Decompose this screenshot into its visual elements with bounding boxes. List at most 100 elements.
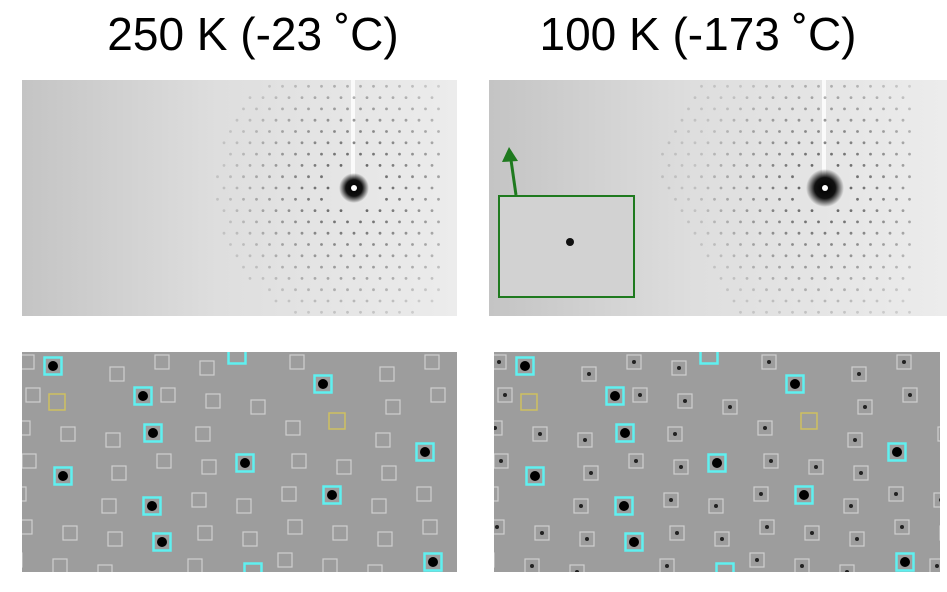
diffraction-spot [784,231,788,235]
diffraction-spot [301,74,304,77]
diffraction-spot [430,277,434,280]
diffraction-spot [713,130,716,133]
diffraction-spot [836,231,840,235]
predicted-spot-box [424,354,440,370]
weak-spot [589,471,593,475]
diffraction-spot [333,84,336,88]
diffraction-spot [908,175,911,179]
diffraction-spot [229,130,232,133]
diffraction-spot [901,231,905,235]
diffraction-spot [908,265,911,269]
diffraction-spot [719,254,723,258]
diffraction-spot [333,243,336,246]
diffraction-spot [255,107,258,111]
diffraction-spot [719,96,723,99]
diffraction-spot [882,197,885,201]
diffraction-spot [849,164,853,167]
diffraction-spot [901,299,905,303]
diffraction-spot [784,254,788,258]
weak-spot [859,471,863,475]
predicted-spot-box [763,453,779,469]
diffraction-spot [242,265,245,269]
diffraction-spot [437,265,440,269]
predicted-spot-box [472,460,486,474]
diffraction-spot [758,299,762,303]
diffraction-spot [875,231,879,235]
predicted-spot-box [759,519,775,535]
diffraction-spot [726,265,729,269]
diffraction-spot [752,265,755,269]
diffraction-spot [417,96,421,99]
arrow-head [502,147,518,162]
weak-spot [587,372,591,376]
diffraction-spot [378,254,382,258]
diffraction-spot [417,299,421,303]
diffraction-spot [430,299,434,303]
diffraction-spot [765,310,768,314]
diffraction-spot [372,152,375,156]
diffraction-spot [856,288,859,292]
diffraction-spot [229,152,232,156]
weak-spot [769,459,773,463]
strong-spot [318,379,328,389]
diffraction-spot [411,84,414,88]
diffraction-spot [300,231,304,235]
diffraction-spot [417,164,421,167]
diffraction-spot [875,96,879,99]
weak-spot [800,564,804,568]
diffraction-spot [287,186,291,190]
diffraction-spot [222,186,226,190]
diffraction-spot [385,243,388,246]
diffraction-spot [713,152,716,156]
diffraction-spot [732,231,736,235]
diffraction-spot [411,107,414,111]
predicted-spot-box [579,531,595,547]
indexed-box [415,442,435,462]
diffraction-spot [307,265,310,269]
weak-spot [634,459,638,463]
diffraction-spot [320,107,323,111]
diffraction-spot [739,197,742,201]
diffraction-spot [327,74,330,77]
diffraction-spot [326,164,330,167]
diffraction-spot [869,265,872,269]
diffraction-spot [733,74,736,77]
diffraction-spot [430,186,434,190]
strong-spot [892,447,902,457]
diffraction-spot [320,152,323,156]
strong-spot [610,391,620,401]
diffraction-spot [424,107,427,111]
strong-spot [138,391,148,401]
diffraction-spot [706,186,710,190]
diffraction-spot [274,96,278,99]
diffraction-spot [830,265,833,269]
diffraction-spot [404,96,408,99]
diffraction-spot [398,152,401,156]
diffraction-spot [719,186,723,190]
diffraction-spot [326,231,330,235]
diffraction-spot [713,62,716,65]
diffraction-spot [333,62,336,65]
diffraction-spot [294,130,297,133]
diffraction-spot [745,186,749,190]
diffraction-spot [739,130,742,133]
diffraction-spot [365,231,369,235]
diffraction-spot [424,265,427,269]
diffraction-spot [797,141,801,145]
diffraction-spot [294,84,297,88]
diffraction-spot [274,231,278,235]
diffraction-spot [849,186,853,190]
diffraction-spot [320,175,323,179]
indexed-box [423,552,443,572]
diffraction-spot [817,130,820,133]
diffraction-spot [261,186,265,190]
diffraction-spot [771,231,775,235]
predicted-spot-box [804,525,820,541]
diffraction-spot [797,96,801,99]
diffraction-spot [339,96,343,99]
diffraction-spot [346,107,349,111]
diffraction-spot [888,231,892,235]
predicted-spot-box [853,465,869,481]
diffraction-spot [843,62,846,65]
diffraction-spot [307,84,310,88]
